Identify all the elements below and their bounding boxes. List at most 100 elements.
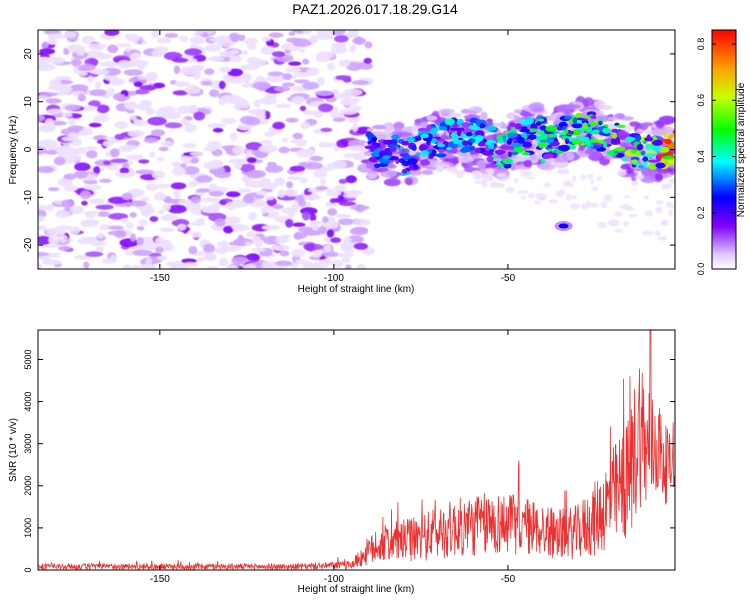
spectrogram-cell — [43, 123, 57, 131]
spectrogram-cell — [660, 185, 669, 190]
spectrogram-cell — [190, 36, 205, 45]
colorbar-tick-label: 0.0 — [696, 263, 706, 276]
spectrogram-cell — [496, 172, 508, 178]
spectrogram-cell — [178, 35, 189, 42]
spectrogram-cell — [209, 89, 220, 98]
spectrogram-cell — [547, 133, 558, 138]
spectrogram-cell — [670, 133, 675, 137]
spectrogram-cell — [114, 121, 129, 130]
spectrogram-cell — [260, 45, 276, 55]
spectrogram-cell — [669, 204, 675, 209]
spectrogram-cell — [81, 127, 93, 133]
spectrogram-cell — [559, 131, 566, 136]
spectrogram-cell — [468, 138, 476, 143]
spectrogram-cell — [479, 123, 486, 128]
spectrogram-cell — [553, 150, 559, 153]
spectrogram-cell — [565, 194, 572, 201]
spectrogram-cell — [180, 163, 187, 168]
spectrogram-cell — [640, 150, 646, 156]
spectrogram-cell — [188, 104, 199, 114]
spectrogram-cell — [371, 167, 390, 172]
spectrogram-cell — [667, 158, 675, 165]
spectrogram-cell — [438, 138, 445, 142]
spectrogram-cell — [159, 227, 176, 232]
spectrogram-cell — [448, 112, 463, 119]
snr-frame — [37, 329, 676, 571]
spectrogram-cell — [67, 132, 79, 141]
spectrogram-cell — [164, 122, 183, 129]
spectrogram-cell — [145, 71, 158, 80]
spectrogram-cell — [645, 144, 651, 151]
spectrogram-cell — [130, 233, 137, 243]
spectrogram-cell — [80, 221, 98, 228]
spectrogram-cell — [444, 118, 455, 126]
spectrogram-cell — [426, 158, 437, 168]
spectrogram-cell — [553, 155, 568, 163]
spectrogram-cell — [294, 79, 310, 84]
spectrogram-cell — [568, 130, 574, 135]
spectrogram-cell — [538, 163, 555, 171]
spectrogram-cell — [114, 134, 125, 140]
spectrogram-cell — [534, 200, 541, 205]
spectrogram-cell — [156, 183, 171, 189]
spectrogram-cell — [606, 151, 614, 155]
spectrogram-cell — [115, 43, 132, 48]
spectrogram-cell — [369, 144, 378, 150]
spectrogram-cell — [203, 243, 215, 253]
spectrogram-cell — [185, 202, 201, 211]
spectrogram-cell — [214, 35, 231, 44]
spectrogram-cell — [334, 93, 350, 99]
spectrogram-cell — [543, 182, 552, 188]
spectrogram-cell — [136, 237, 144, 246]
spectrogram-cell — [628, 213, 639, 218]
spectrogram-cell — [662, 155, 674, 160]
spectrogram-cell — [302, 110, 316, 116]
spectrogram-cell — [338, 178, 348, 184]
spectrogram-cell — [205, 43, 222, 53]
spectrogram-cell — [506, 125, 512, 131]
spectrogram-cell — [631, 159, 638, 164]
spectrogram-cell — [179, 156, 193, 162]
spectrogram-cell — [64, 155, 82, 162]
spectrogram-cell — [582, 122, 588, 130]
spectrogram-cell — [260, 182, 278, 190]
spectrogram-cell — [208, 190, 224, 197]
spectrogram-cell — [256, 75, 266, 82]
spectrogram-cell — [488, 174, 494, 180]
spectrogram-cell — [299, 178, 308, 184]
spectrogram-cell — [164, 33, 179, 38]
spectrogram-cell — [420, 159, 430, 166]
spectrogram-cell — [85, 251, 104, 257]
spectrogram-cell — [81, 200, 88, 206]
spectrogram-cell — [234, 161, 243, 170]
spectrogram-cell — [61, 199, 75, 208]
spectrogram-cell — [221, 245, 242, 252]
spectrogram-cell — [219, 199, 227, 205]
spectrogram-cell — [195, 188, 212, 193]
spectrogram-cell — [237, 123, 253, 131]
spectrogram-cell — [514, 123, 522, 130]
spectrogram-cell — [590, 179, 595, 185]
spectrogram-cell — [182, 166, 200, 175]
spectrogram-cell — [462, 140, 469, 146]
spectrogram-cell — [173, 190, 182, 198]
spectrogram-cell — [138, 159, 150, 164]
spectrogram-cell — [492, 161, 497, 165]
spectrogram-cell — [330, 112, 345, 119]
spectrogram-cell — [284, 67, 302, 73]
spectrogram-cell — [524, 171, 534, 175]
spectrogram-cell — [583, 97, 594, 107]
spectrogram-cell — [160, 214, 178, 222]
spectrogram-cell — [110, 148, 120, 158]
spectrogram-cell — [523, 159, 533, 168]
spectrogram-cell — [190, 64, 205, 72]
spectrogram-cell — [150, 129, 165, 137]
spectrogram-cell — [572, 117, 577, 125]
spectrogram-cell — [506, 139, 512, 145]
spectrogram-cell — [154, 192, 166, 201]
spectrogram-cell — [108, 213, 129, 220]
spectrogram-cell — [465, 132, 473, 137]
spectrogram-cell — [202, 205, 209, 213]
spectrogram-cell — [255, 247, 266, 252]
spectrogram-cell — [293, 231, 302, 240]
